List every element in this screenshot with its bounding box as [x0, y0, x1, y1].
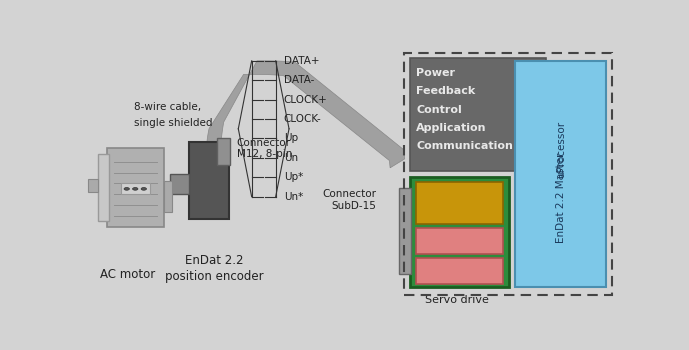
- Text: Connector: Connector: [322, 189, 376, 199]
- Text: Supply: Supply: [438, 203, 481, 213]
- FancyBboxPatch shape: [98, 154, 109, 221]
- Text: Power: Power: [416, 68, 455, 78]
- FancyBboxPatch shape: [410, 177, 509, 287]
- Circle shape: [124, 188, 130, 190]
- FancyBboxPatch shape: [163, 181, 172, 212]
- FancyBboxPatch shape: [410, 58, 546, 171]
- Text: Un*: Un*: [284, 192, 303, 202]
- Text: position encoder: position encoder: [165, 270, 264, 283]
- Text: Control: Control: [416, 105, 462, 115]
- Text: Application: Application: [416, 123, 486, 133]
- FancyBboxPatch shape: [107, 148, 163, 226]
- Text: single shielded: single shielded: [134, 118, 213, 128]
- FancyBboxPatch shape: [416, 258, 503, 284]
- Text: RS485: RS485: [440, 266, 480, 276]
- Text: Feedback: Feedback: [416, 86, 475, 96]
- Text: CLOCK-: CLOCK-: [284, 114, 322, 124]
- Text: SubD-15: SubD-15: [331, 201, 376, 211]
- Text: AC motor: AC motor: [100, 267, 156, 280]
- Text: DATA-: DATA-: [284, 75, 314, 85]
- FancyBboxPatch shape: [217, 138, 230, 164]
- Text: 8-wire cable,: 8-wire cable,: [134, 102, 201, 112]
- FancyBboxPatch shape: [416, 182, 503, 224]
- Text: Servo drive: Servo drive: [425, 295, 489, 305]
- Text: Un: Un: [284, 153, 298, 163]
- FancyBboxPatch shape: [515, 61, 606, 287]
- Circle shape: [141, 188, 147, 190]
- FancyBboxPatch shape: [399, 188, 411, 274]
- Text: EnDat 2.2 Master: EnDat 2.2 Master: [556, 153, 566, 244]
- Circle shape: [132, 188, 138, 190]
- Text: Up: Up: [284, 133, 298, 143]
- Text: Connector: Connector: [237, 138, 291, 148]
- Text: Communication: Communication: [416, 141, 513, 151]
- FancyBboxPatch shape: [88, 180, 98, 191]
- Polygon shape: [206, 61, 404, 168]
- Text: Up*: Up*: [284, 172, 303, 182]
- Text: M12, 8-pin: M12, 8-pin: [237, 149, 292, 159]
- Text: RS485: RS485: [440, 236, 480, 246]
- Text: DATA+: DATA+: [284, 56, 319, 66]
- Text: Encoder: Encoder: [434, 192, 484, 202]
- FancyBboxPatch shape: [189, 142, 229, 218]
- Text: uProcessor: uProcessor: [556, 121, 566, 178]
- Text: EnDat 2.2: EnDat 2.2: [185, 254, 243, 267]
- FancyBboxPatch shape: [416, 228, 503, 253]
- Text: CLOCK+: CLOCK+: [284, 94, 327, 105]
- FancyBboxPatch shape: [170, 174, 189, 194]
- FancyBboxPatch shape: [121, 183, 150, 194]
